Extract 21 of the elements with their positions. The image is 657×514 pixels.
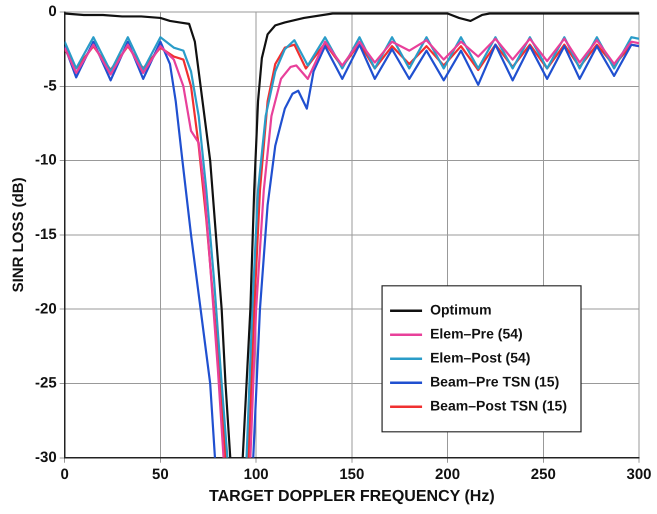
- x-tick-label: 100: [244, 466, 269, 483]
- legend-label: Beam–Post TSN (15): [430, 398, 568, 414]
- x-tick-label: 0: [60, 466, 69, 483]
- y-tick-label: -30: [34, 448, 57, 466]
- legend-label: Elem–Pre (54): [430, 326, 523, 342]
- legend-label: Optimum: [430, 302, 492, 318]
- y-tick-label: -10: [34, 152, 57, 169]
- y-axis-title: SINR LOSS (dB): [10, 177, 28, 292]
- x-tick-label: 300: [626, 466, 652, 483]
- legend-label: Beam–Pre TSN (15): [430, 374, 560, 390]
- y-tick-label: -20: [34, 300, 57, 318]
- x-tick-label: 250: [530, 466, 556, 483]
- x-tick-label: 150: [339, 466, 364, 483]
- x-tick-label: 50: [152, 466, 169, 483]
- y-tick-label: -25: [34, 374, 57, 392]
- x-tick-label: 200: [435, 466, 460, 483]
- legend-label: Elem–Post (54): [430, 350, 530, 366]
- y-tick-label: 0: [48, 3, 57, 20]
- x-axis-title: TARGET DOPPLER FREQUENCY (Hz): [209, 488, 495, 505]
- y-tick-label: -5: [43, 77, 57, 94]
- y-tick-label: -15: [34, 226, 57, 244]
